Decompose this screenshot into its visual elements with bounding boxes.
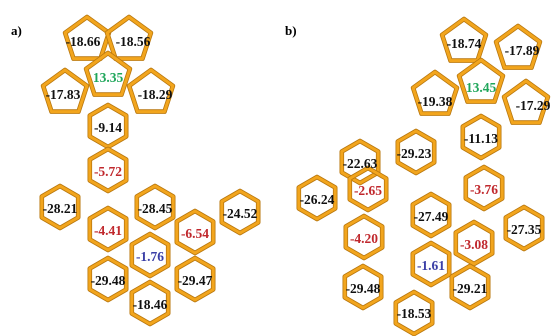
nics-value: -24.52 (223, 206, 258, 221)
ring-bonds (504, 205, 544, 251)
nics-value: -22.63 (343, 156, 378, 171)
nics-value: -29.48 (91, 273, 126, 288)
ring-bonds (63, 15, 111, 61)
ring-bonds (464, 165, 504, 211)
ring-bonds (502, 79, 550, 125)
ring-bonds (84, 51, 132, 97)
nics-value: -5.72 (94, 164, 122, 179)
nics-value: -18.29 (138, 87, 173, 102)
ring-bonds (88, 147, 128, 193)
nics-value: -9.14 (94, 120, 122, 135)
panel-b-label: b) (285, 23, 297, 38)
nics-value: -1.61 (417, 258, 445, 273)
ring-bonds (135, 184, 175, 230)
nics-value: -3.76 (470, 182, 498, 197)
ring-bonds (411, 70, 459, 116)
nics-value: -6.54 (181, 226, 209, 241)
ring-bonds (396, 129, 436, 175)
panel-a-ring-framework (39, 14, 261, 327)
nics-value: -18.74 (447, 36, 482, 51)
panel-a-values: -18.66 -18.56 13.35 -17.83 -18.29 -9.14 -5.72 -… (43, 34, 258, 312)
ring-bonds (344, 214, 384, 260)
ring-bonds (340, 139, 380, 185)
nics-value: -27.35 (507, 222, 542, 237)
ring-bonds (394, 290, 434, 336)
panel-b-ring-framework (296, 16, 551, 336)
ring-bonds (88, 206, 128, 252)
ring-bonds (343, 264, 383, 310)
nics-value: 13.45 (466, 80, 497, 95)
ring-bonds (220, 189, 260, 235)
ring-bonds (88, 256, 128, 302)
ring-bonds (130, 232, 170, 278)
nics-value: -28.21 (43, 201, 78, 216)
ring-bonds (348, 166, 388, 212)
ring-bonds (175, 256, 215, 302)
ring-bonds (297, 175, 337, 221)
nics-value: 13.35 (93, 70, 124, 85)
ring-bonds (127, 68, 175, 114)
ring-bonds (454, 220, 494, 266)
nics-value: -17.89 (505, 43, 540, 58)
ring-bonds (40, 184, 80, 230)
nics-value: -4.20 (350, 231, 378, 246)
ring-bonds (105, 15, 153, 61)
nics-value: -17.29 (516, 98, 551, 113)
ring-bonds (461, 114, 501, 160)
nics-value: -28.45 (138, 201, 173, 216)
nics-value: -26.24 (300, 192, 335, 207)
ring-bonds (450, 264, 490, 310)
panel-a-label: a) (11, 23, 22, 38)
nics-value: -17.83 (46, 87, 81, 102)
ring-bonds (440, 17, 488, 63)
ring-bonds (130, 280, 170, 326)
ring-bonds (457, 58, 505, 104)
nics-value: -29.21 (453, 281, 488, 296)
ring-bonds (411, 241, 451, 287)
nics-value: -29.23 (397, 146, 432, 161)
nics-value: -27.49 (414, 209, 449, 224)
ring-bonds (41, 68, 89, 114)
ring-bonds (411, 192, 451, 238)
nics-value: -29.47 (178, 273, 213, 288)
nics-value: -18.53 (397, 306, 432, 321)
nics-value: -4.41 (94, 223, 122, 238)
nics-value: -19.38 (418, 94, 453, 109)
nics-value: -18.46 (133, 297, 168, 312)
nics-value: -3.08 (460, 237, 488, 252)
nics-value: -2.65 (354, 183, 382, 198)
ring-bonds (175, 209, 215, 255)
panel-b-values: -18.74 -17.89 -19.38 13.45 -17.29 -11.13 -22.6… (300, 36, 551, 321)
nics-value: -11.13 (464, 131, 498, 146)
nics-value: -1.76 (136, 249, 164, 264)
nics-value: -18.56 (116, 34, 151, 49)
nics-value: -18.66 (66, 34, 101, 49)
ring-bonds (494, 24, 542, 70)
nics-value: -29.48 (346, 281, 381, 296)
